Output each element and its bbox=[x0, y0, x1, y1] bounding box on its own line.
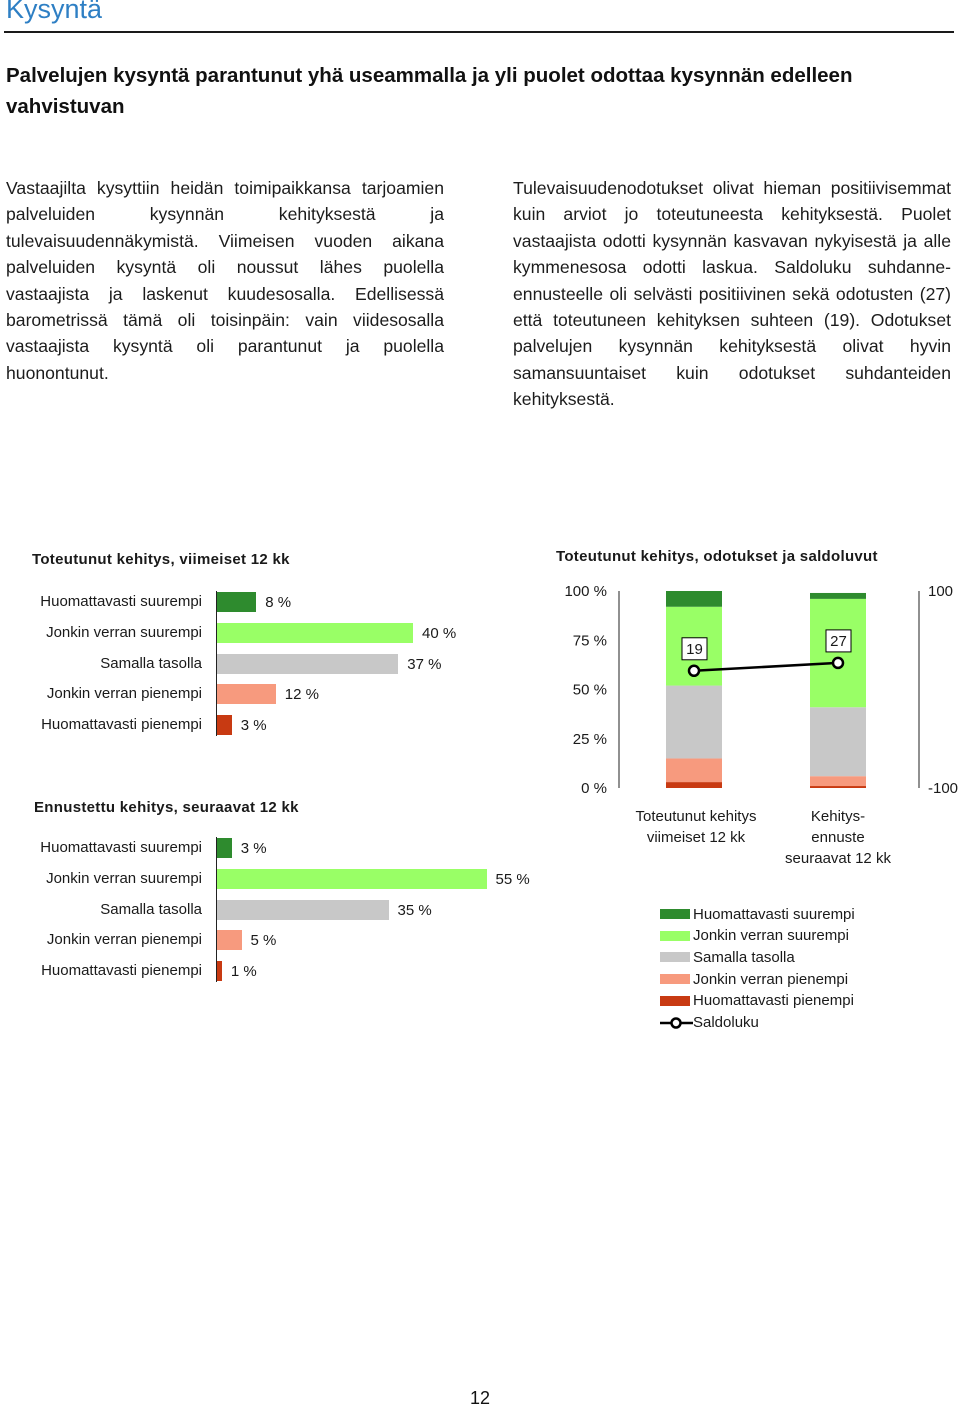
stack-tick-left: 100 % bbox=[564, 583, 607, 600]
forecast-value-jonkin-verran-pienempi: 5 % bbox=[250, 932, 277, 950]
legend-item-saldoluku: Saldoluku bbox=[660, 1012, 759, 1034]
forecast-value-huomattavasti-pienempi: 1 % bbox=[230, 963, 257, 981]
forecast-value-huomattavasti-suurempi: 3 % bbox=[240, 840, 267, 857]
forecast-label-samalla-tasolla: Samalla tasolla bbox=[100, 900, 202, 918]
legend-label: Jonkin verran suurempi bbox=[693, 927, 849, 945]
forecast-bar-huomattavasti-pienempi bbox=[217, 961, 222, 982]
realised-value-jonkin-verran-pienempi: 12 % bbox=[284, 686, 319, 704]
forecast-bar-samalla-tasolla bbox=[217, 899, 389, 920]
stack-tick-left: 25 % bbox=[573, 731, 607, 748]
chart-stacked: 0 % 25 % 50 % 75 % 100 % -100 100 Toteutunut ke… bbox=[564, 583, 958, 867]
forecast-bar-jonkin-verran-suurempi bbox=[217, 868, 487, 889]
stack-segment-huomattavasti-suurempi bbox=[810, 592, 866, 599]
stack-segment-huomattavasti-pienempi bbox=[810, 786, 866, 788]
realised-bar-samalla-tasolla bbox=[217, 653, 399, 674]
realised-value-jonkin-verran-suurempi: 40 % bbox=[422, 624, 457, 642]
realised-bar-jonkin-verran-suurempi bbox=[217, 622, 413, 643]
legend-item-samalla-tasolla: Samalla tasolla bbox=[660, 946, 795, 968]
section-title: Kysyntä bbox=[6, 0, 103, 24]
saldoluku-point bbox=[831, 656, 845, 670]
forecast-bar-jonkin-verran-pienempi bbox=[217, 930, 242, 951]
page-number: 12 bbox=[469, 1388, 491, 1408]
legend-item-jonkin-verran-pienempi: Jonkin verran pienempi bbox=[660, 968, 848, 990]
forecast-label-jonkin-verran-pienempi: Jonkin verran pienempi bbox=[46, 931, 202, 949]
stack-tick-right: -100 bbox=[928, 780, 958, 797]
chart-realised-title: Toteutunut kehitys, viimeiset 12 kk bbox=[32, 551, 290, 568]
legend-swatch bbox=[660, 909, 690, 919]
saldoluku-point bbox=[687, 664, 701, 678]
stack-category-label: Toteutunut kehitys viimeiset 12 kk bbox=[636, 808, 757, 846]
realised-value-huomattavasti-suurempi: 8 % bbox=[265, 594, 292, 611]
legend-label: Samalla tasolla bbox=[693, 948, 795, 966]
saldoluku-label: 27 bbox=[830, 633, 847, 650]
forecast-value-samalla-tasolla: 35 % bbox=[397, 901, 432, 919]
stack-category-label: Kehitys-ennuste seuraavat 12 kk bbox=[785, 808, 891, 867]
title-divider bbox=[4, 31, 954, 33]
realised-value-samalla-tasolla: 37 % bbox=[407, 655, 442, 673]
saldoluku-label-box bbox=[681, 637, 708, 661]
realised-axis bbox=[216, 591, 217, 737]
stack-segment-jonkin-verran-pienempi bbox=[666, 758, 722, 783]
stack-tick-right: 100 bbox=[928, 583, 953, 600]
realised-label-huomattavasti-suurempi: Huomattavasti suurempi bbox=[40, 593, 202, 610]
stack-segment-huomattavasti-suurempi bbox=[666, 591, 722, 607]
legend-item-huomattavasti-pienempi: Huomattavasti pienempi bbox=[660, 990, 854, 1012]
legend-label: Saldoluku bbox=[693, 1014, 759, 1031]
realised-label-jonkin-verran-pienempi: Jonkin verran pienempi bbox=[46, 685, 202, 703]
stack-segment-jonkin-verran-pienempi bbox=[810, 776, 866, 787]
stack-segment-samalla-tasolla bbox=[810, 707, 866, 777]
realised-label-jonkin-verran-suurempi: Jonkin verran suurempi bbox=[46, 623, 202, 641]
realised-value-huomattavasti-pienempi: 3 % bbox=[240, 717, 267, 735]
forecast-bar-huomattavasti-suurempi bbox=[217, 838, 232, 858]
saldoluku-label-box bbox=[825, 629, 852, 653]
legend-line-swatch bbox=[660, 1016, 693, 1030]
stack-segment-huomattavasti-pienempi bbox=[666, 782, 722, 788]
realised-bar-huomattavasti-suurempi bbox=[217, 592, 257, 612]
forecast-label-jonkin-verran-suurempi: Jonkin verran suurempi bbox=[46, 869, 202, 887]
forecast-axis bbox=[216, 837, 217, 983]
chart-stacked-title: Toteutunut kehitys, odotukset ja saldolu… bbox=[556, 548, 878, 565]
realised-label-huomattavasti-pienempi: Huomattavasti pienempi bbox=[41, 716, 202, 734]
paragraph-right: Tulevaisuudenodotukset olivat hieman pos… bbox=[513, 178, 951, 410]
paragraph-left: Vastaajilta kysyttiin heidän toimipaikka… bbox=[6, 178, 444, 383]
legend-swatch bbox=[660, 952, 690, 963]
realised-bar-huomattavasti-pienempi bbox=[217, 715, 232, 736]
forecast-value-jonkin-verran-suurempi: 55 % bbox=[495, 870, 530, 888]
realised-bar-jonkin-verran-pienempi bbox=[217, 684, 276, 705]
legend-label: Huomattavasti pienempi bbox=[693, 992, 854, 1010]
stack-tick-left: 75 % bbox=[573, 632, 607, 649]
forecast-label-huomattavasti-suurempi: Huomattavasti suurempi bbox=[40, 839, 202, 856]
saldoluku-label: 19 bbox=[686, 641, 703, 658]
stack-segment-samalla-tasolla bbox=[666, 685, 722, 759]
legend-swatch bbox=[660, 995, 690, 1006]
chart-forecast-title: Ennustettu kehitys, seuraavat 12 kk bbox=[34, 799, 299, 816]
legend-swatch bbox=[660, 974, 690, 985]
page-headline: Palvelujen kysyntä parantunut yhä useamm… bbox=[6, 64, 853, 118]
stack-tick-left: 50 % bbox=[573, 682, 607, 699]
legend-label: Jonkin verran pienempi bbox=[693, 970, 849, 988]
stack-segment-jonkin-verran-suurempi bbox=[810, 598, 866, 708]
stack-tick-left: 0 % bbox=[581, 780, 607, 797]
legend-label: Huomattavasti suurempi bbox=[693, 905, 855, 923]
legend-swatch bbox=[660, 930, 690, 941]
legend-item-huomattavasti-suurempi: Huomattavasti suurempi bbox=[660, 903, 855, 925]
realised-label-samalla-tasolla: Samalla tasolla bbox=[100, 654, 202, 672]
legend-item-jonkin-verran-suurempi: Jonkin verran suurempi bbox=[660, 925, 849, 947]
forecast-label-huomattavasti-pienempi: Huomattavasti pienempi bbox=[41, 962, 202, 980]
saldoluku-line bbox=[693, 661, 839, 673]
